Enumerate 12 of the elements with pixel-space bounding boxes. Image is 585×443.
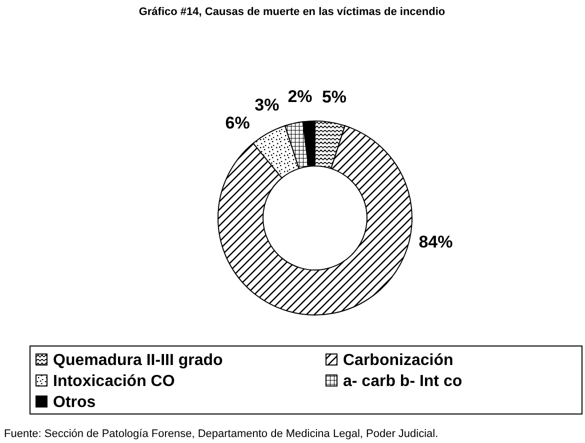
legend-label: a- carb b- Int co <box>343 373 462 390</box>
legend-label: Carbonización <box>343 352 454 369</box>
data-label: 84% <box>418 232 453 252</box>
chart-title: Gráfico #14, Causas de muerte en las víctimas de incendio <box>138 6 446 18</box>
data-label: 5% <box>322 87 347 106</box>
legend-label: Quemadura II-III grado <box>53 352 224 369</box>
data-label: 3% <box>254 96 280 115</box>
source-note: Fuente: Sección de Patología Forense, Departamento de Medicina Legal, Poder Judicial. <box>4 428 438 440</box>
legend-label: Otros <box>53 394 96 411</box>
legend-label: Intoxicación CO <box>53 373 175 390</box>
data-label: 2% <box>288 86 312 106</box>
data-label: 6% <box>225 113 250 132</box>
